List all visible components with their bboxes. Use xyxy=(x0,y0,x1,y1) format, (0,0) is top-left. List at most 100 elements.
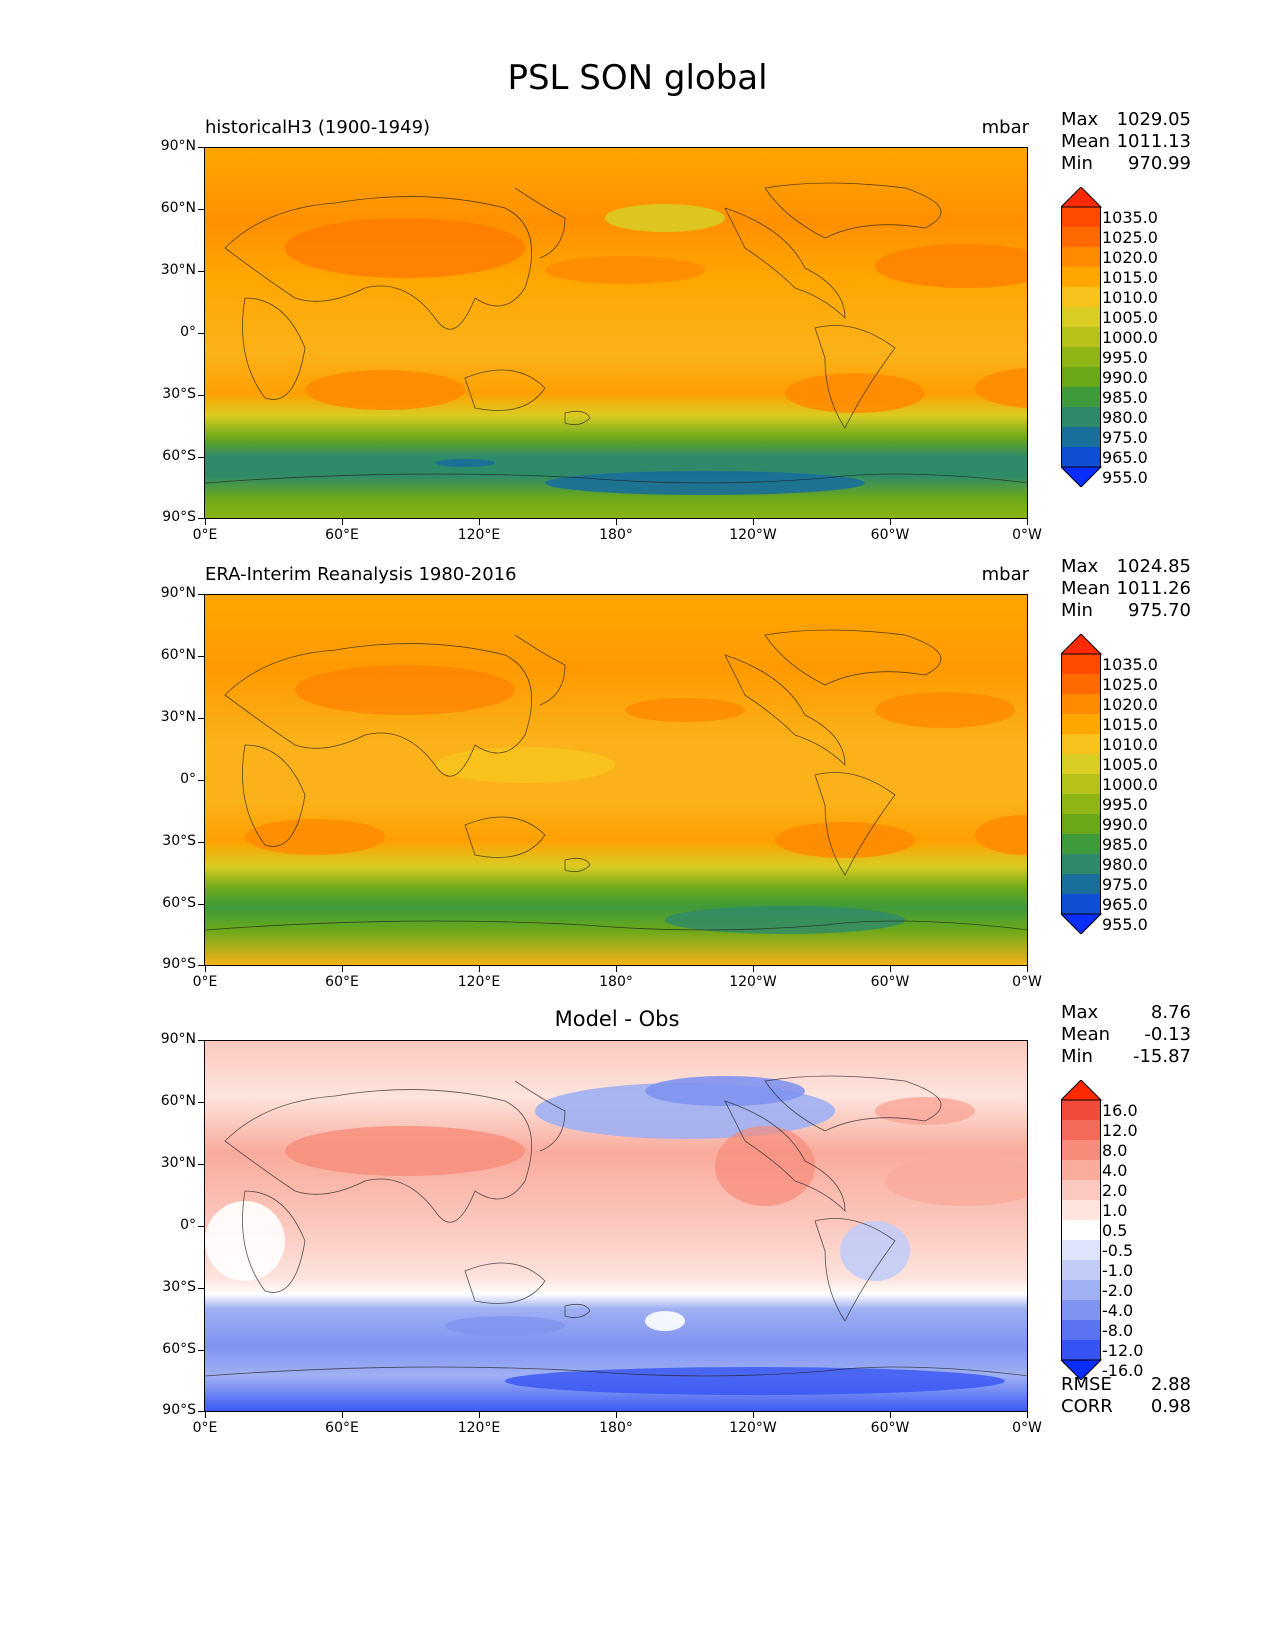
colorbar-block xyxy=(1061,854,1101,875)
panel-historical: historicalH3 (1900-1949) mbar xyxy=(0,109,1275,587)
colorbar-frame xyxy=(1061,1099,1101,1361)
colorbar-block xyxy=(1061,754,1101,775)
stat-label: Mean xyxy=(1061,131,1111,152)
xtick-label: 180° xyxy=(599,527,633,543)
colorbar-block xyxy=(1061,347,1101,368)
colorbar-block xyxy=(1061,794,1101,815)
xtick-mark xyxy=(205,1412,206,1418)
colorbar-tick-label: 1025.0 xyxy=(1102,675,1158,694)
xtick-mark xyxy=(342,519,343,525)
colorbar-tick-label: 955.0 xyxy=(1102,915,1148,934)
colorbar-tick-label: 980.0 xyxy=(1102,855,1148,874)
colorbar-block xyxy=(1061,1180,1101,1201)
xtick-mark xyxy=(1027,1412,1028,1418)
colorbar-block xyxy=(1061,327,1101,348)
xtick-label: 60°W xyxy=(870,527,910,543)
colorbar-tick-label: 985.0 xyxy=(1102,835,1148,854)
colorbar-tick-label: 975.0 xyxy=(1102,428,1148,447)
colorbar-block xyxy=(1061,207,1101,228)
ytick-label: 90°N xyxy=(160,138,196,154)
panel-difference: Model - Obs xyxy=(0,1002,1275,1480)
colorbar-extension-top xyxy=(1061,1080,1103,1101)
corr-label: CORR xyxy=(1061,1396,1113,1417)
colorbar-block xyxy=(1061,287,1101,308)
colorbar-tick-label: 1000.0 xyxy=(1102,328,1158,347)
colorbar-tick-label: 1035.0 xyxy=(1102,208,1158,227)
field-background xyxy=(205,595,1027,965)
xtick-mark xyxy=(753,966,754,972)
colorbar-block xyxy=(1061,1140,1101,1161)
colorbar-block xyxy=(1061,267,1101,288)
xtick-label: 120°E xyxy=(457,974,501,990)
panel-reanalysis: ERA-Interim Reanalysis 1980-2016 mbar xyxy=(0,556,1275,1034)
ytick-mark xyxy=(198,594,204,595)
stat-label: Min xyxy=(1061,1046,1093,1067)
stat-label: Max xyxy=(1061,556,1099,577)
stats-block: Max 8.76 Mean -0.13 Min -15.87 xyxy=(1061,1002,1191,1068)
stat-label: Min xyxy=(1061,153,1093,174)
colorbar-block xyxy=(1061,1100,1101,1121)
ytick-label: 90°N xyxy=(160,585,196,601)
panel-title: ERA-Interim Reanalysis 1980-2016 xyxy=(205,564,517,585)
xtick-mark xyxy=(616,519,617,525)
colorbar-tick-label: 990.0 xyxy=(1102,815,1148,834)
colorbar-tick-label: 965.0 xyxy=(1102,448,1148,467)
ytick-mark xyxy=(198,518,204,519)
colorbar-tick-label: 4.0 xyxy=(1102,1161,1128,1180)
ytick-mark xyxy=(198,1040,204,1041)
ytick-label: 60°N xyxy=(160,1093,196,1109)
xtick-mark xyxy=(342,1412,343,1418)
colorbar-block xyxy=(1061,387,1101,408)
corr-value: 0.98 xyxy=(1150,1396,1191,1417)
ytick-mark xyxy=(198,457,204,458)
xtick-label: 60°E xyxy=(325,527,359,543)
colorbar-block xyxy=(1061,894,1101,915)
xtick-label: 0°E xyxy=(192,974,218,990)
colorbar-tick-label: -8.0 xyxy=(1102,1321,1134,1340)
colorbar-tick-label: 965.0 xyxy=(1102,895,1148,914)
ytick-mark xyxy=(198,780,204,781)
xtick-mark xyxy=(1027,519,1028,525)
ytick-mark xyxy=(198,1226,204,1227)
colorbar-block xyxy=(1061,1240,1101,1261)
ytick-label: 30°S xyxy=(162,833,196,849)
colorbar-block xyxy=(1061,1200,1101,1221)
xtick-label: 0°E xyxy=(192,527,218,543)
ytick-mark xyxy=(198,209,204,210)
ytick-mark xyxy=(198,718,204,719)
xtick-label: 180° xyxy=(599,1420,633,1436)
colorbar-block xyxy=(1061,1300,1101,1321)
units-label: mbar xyxy=(981,564,1029,585)
ytick-mark xyxy=(198,656,204,657)
colorbar-tick-label: -0.5 xyxy=(1102,1241,1134,1260)
ytick-label: 0° xyxy=(180,324,196,340)
xtick-label: 120°W xyxy=(729,527,777,543)
colorbar-tick-label: 980.0 xyxy=(1102,408,1148,427)
colorbar-tick-label: 975.0 xyxy=(1102,875,1148,894)
stat-label: Max xyxy=(1061,109,1099,130)
stat-max: 1024.85 xyxy=(1116,556,1191,577)
ytick-label: 60°S xyxy=(162,448,196,464)
xtick-mark xyxy=(342,966,343,972)
stat-min: -15.87 xyxy=(1132,1046,1191,1067)
ytick-label: 60°N xyxy=(160,647,196,663)
colorbar-tick-label: 8.0 xyxy=(1102,1141,1128,1160)
colorbar-block xyxy=(1061,1280,1101,1301)
xtick-mark xyxy=(890,519,891,525)
units-label: mbar xyxy=(981,117,1029,138)
xtick-mark xyxy=(205,966,206,972)
colorbar-block xyxy=(1061,714,1101,735)
colorbar-block xyxy=(1061,834,1101,855)
ytick-label: 90°S xyxy=(162,956,196,972)
ytick-label: 90°S xyxy=(162,1402,196,1418)
stat-label: Mean xyxy=(1061,1024,1111,1045)
colorbar-block xyxy=(1061,447,1101,468)
xtick-label: 120°E xyxy=(457,527,501,543)
ytick-label: 30°S xyxy=(162,1279,196,1295)
colorbar-block xyxy=(1061,307,1101,328)
panel-title: historicalH3 (1900-1949) xyxy=(205,117,431,138)
stat-label: Min xyxy=(1061,600,1093,621)
stat-mean: 1011.13 xyxy=(1116,131,1191,152)
ytick-label: 30°N xyxy=(160,262,196,278)
rmse-label: RMSE xyxy=(1061,1374,1112,1395)
